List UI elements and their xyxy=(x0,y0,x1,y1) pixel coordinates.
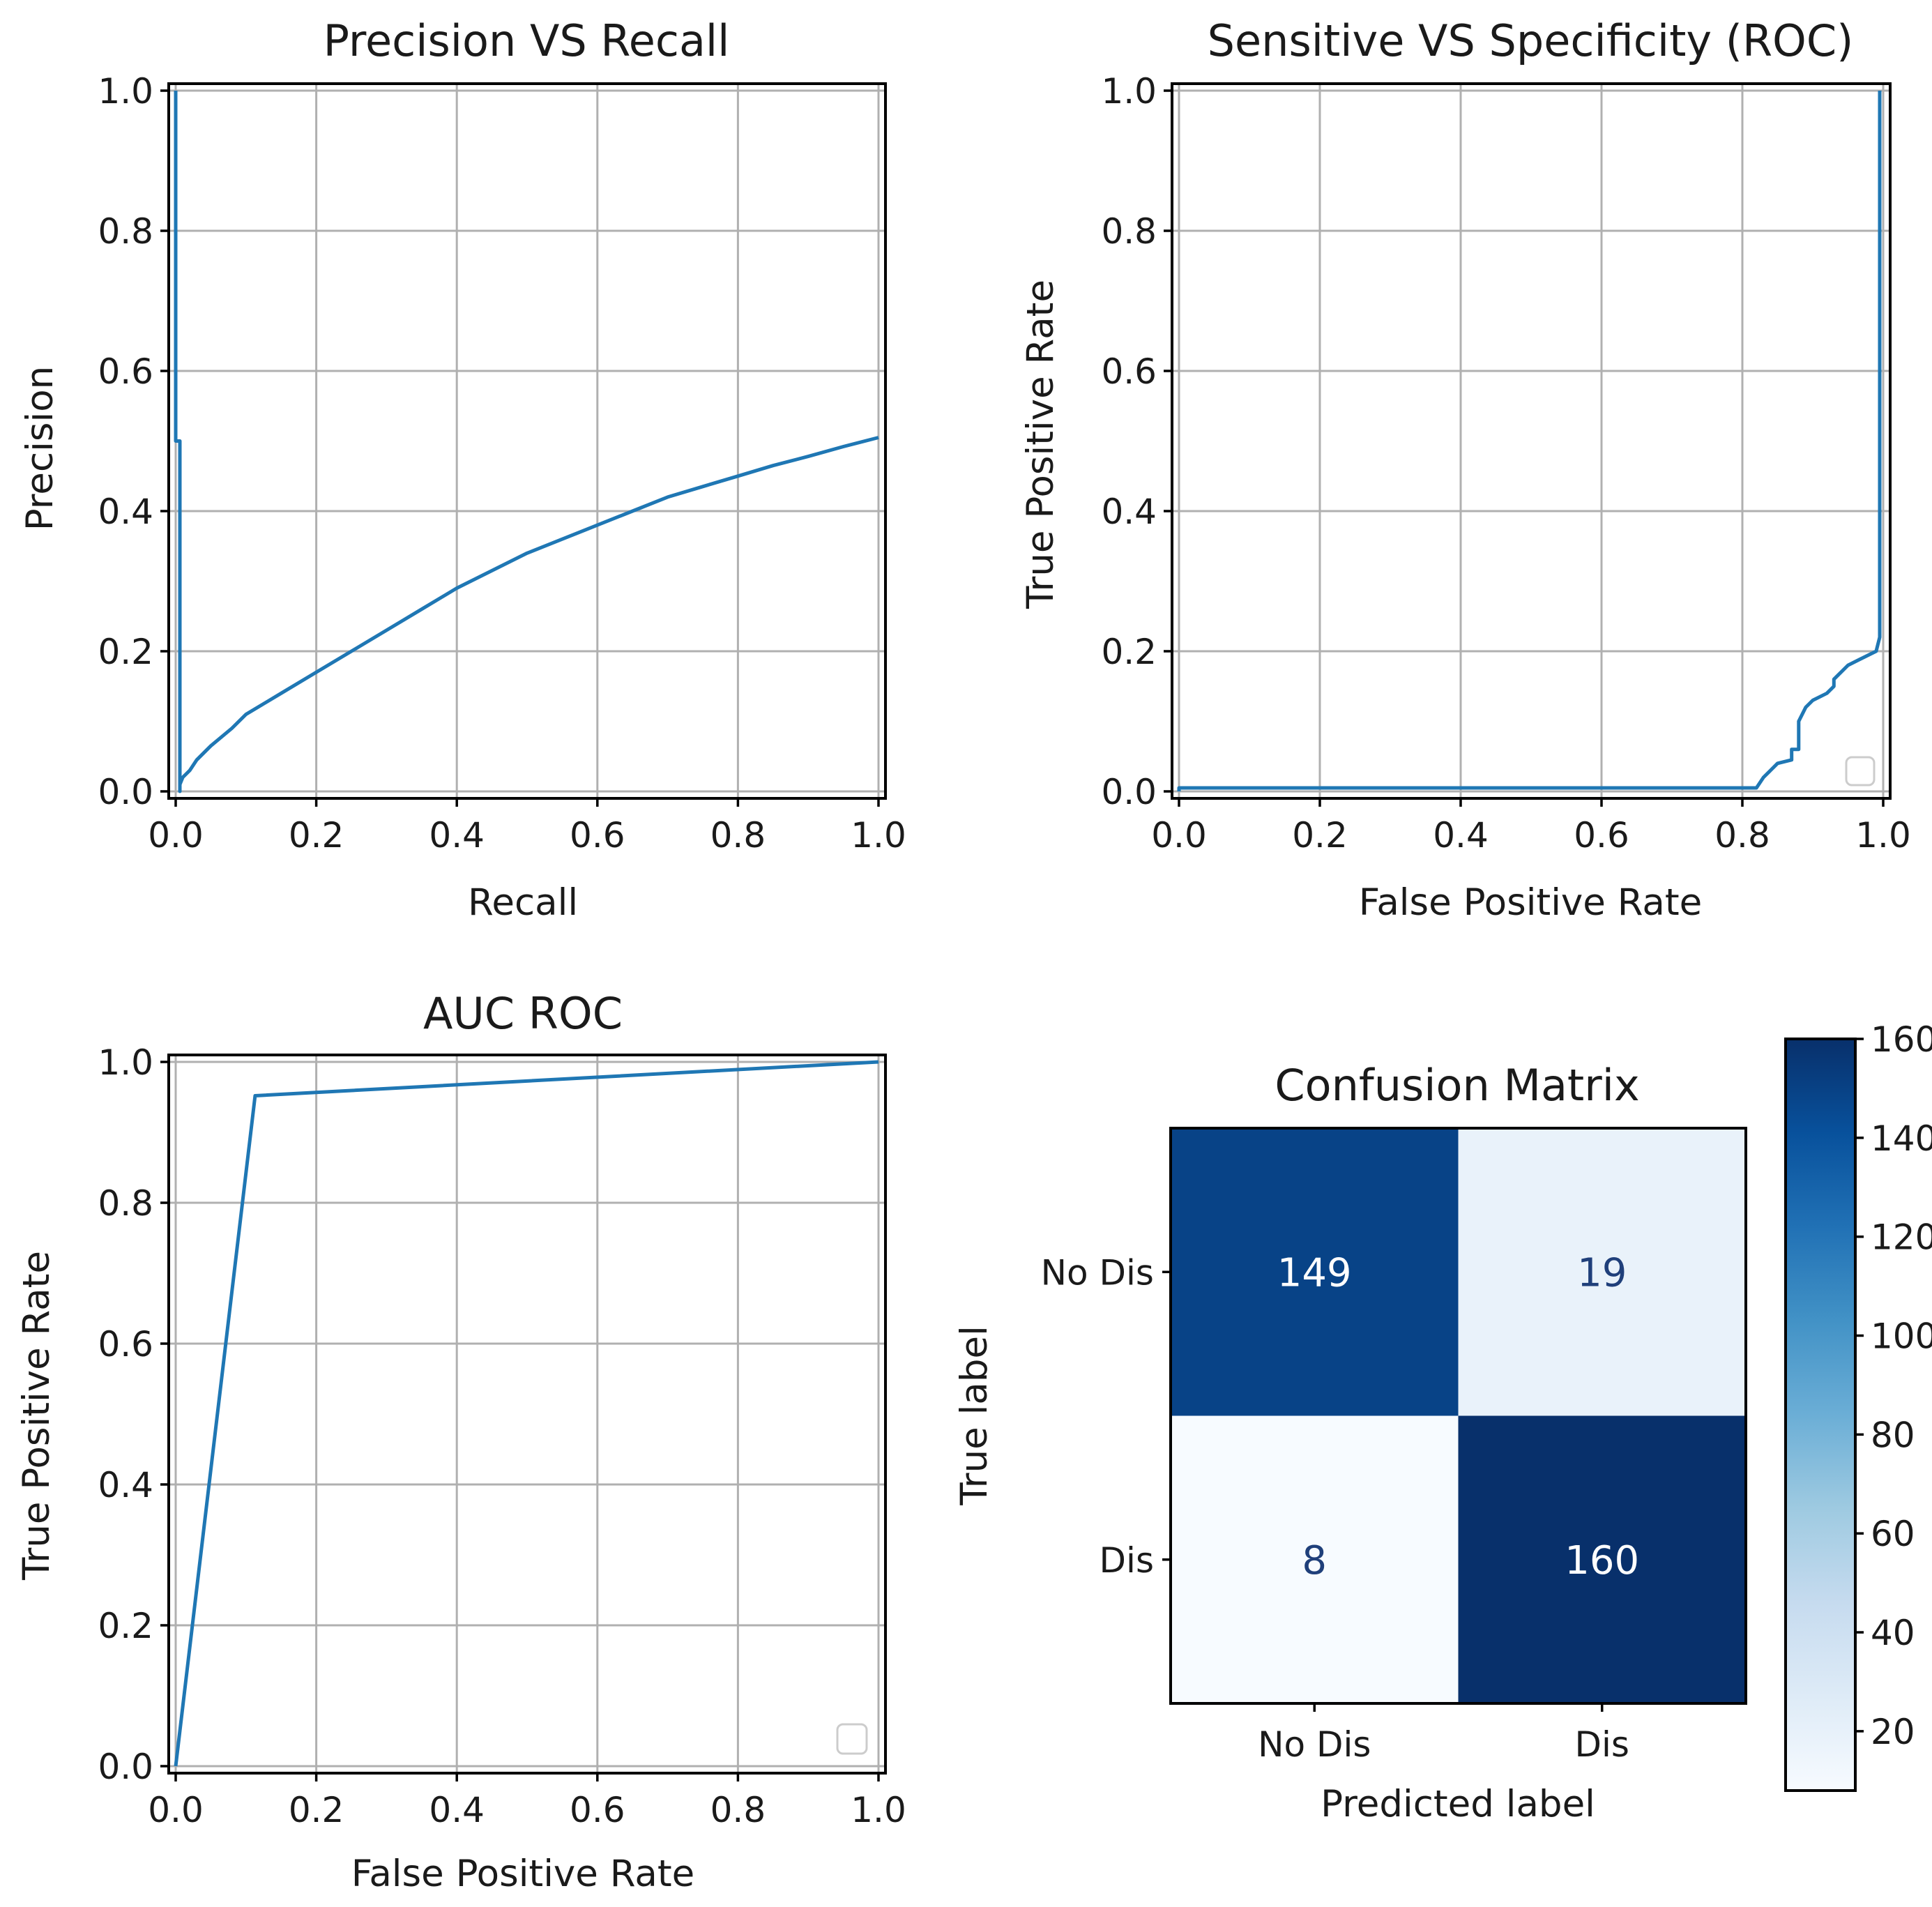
y-tick-label: 0.2 xyxy=(98,632,153,672)
x-tick-label: 0.0 xyxy=(148,1790,204,1830)
colorbar-tick-label: 120 xyxy=(1871,1217,1932,1258)
x-tick-label: 0.8 xyxy=(1714,815,1770,856)
empty-legend xyxy=(1845,756,1876,787)
colorbar-tick-label: 140 xyxy=(1871,1118,1932,1159)
y-tick-label: 1.0 xyxy=(1101,71,1157,112)
colorbar-tick-label: 20 xyxy=(1871,1712,1915,1752)
roc-panel: Sensitive VS Specificity (ROC) 0.0 0.2 0.4… xyxy=(1019,15,1911,924)
cell-value: 160 xyxy=(1565,1538,1639,1583)
colorbar-gradient xyxy=(1786,1039,1855,1791)
y-axis-label: True label xyxy=(953,1325,996,1506)
cell-value: 149 xyxy=(1277,1250,1352,1296)
y-tick-label: 0.2 xyxy=(98,1606,153,1646)
y-tick-label: 0.4 xyxy=(98,492,153,532)
x-axis-label: False Positive Rate xyxy=(351,1853,695,1895)
x-tick-label: 0.4 xyxy=(1433,815,1489,856)
y-tick-label: 0.8 xyxy=(98,1183,153,1224)
x-tick-label: No Dis xyxy=(1258,1724,1371,1765)
grid xyxy=(1172,84,1890,798)
chart-title: Precision VS Recall xyxy=(324,15,730,66)
x-axis-label: False Positive Rate xyxy=(1359,881,1703,924)
precision-recall-panel: Precision VS Recall 0.0 0.2 0.4 0.6 0.8 1.00.… xyxy=(19,15,906,924)
y-tick-label: 1.0 xyxy=(98,1042,153,1083)
y-tick-label: Dis xyxy=(1100,1540,1154,1581)
y-tick-label: 0.6 xyxy=(98,351,153,392)
colorbar-ticks: 20 40 60 80 100 120 140 160 xyxy=(1855,1019,1932,1752)
y-tick-label: 0.4 xyxy=(1101,492,1157,532)
colorbar-tick-label: 160 xyxy=(1871,1019,1932,1060)
x-tick-label: 0.0 xyxy=(1151,815,1207,856)
x-tick-label: 1.0 xyxy=(851,1790,906,1830)
x-tick-label: 0.4 xyxy=(429,1790,485,1830)
y-tick-label: 0.6 xyxy=(98,1324,153,1365)
matrix-cell xyxy=(1171,1128,1459,1416)
x-tick-label: 0.8 xyxy=(710,815,766,856)
x-tick-label: 1.0 xyxy=(1855,815,1911,856)
y-axis-label: True Positive Rate xyxy=(15,1251,58,1581)
matrix-ticks: No Dis Dis No Dis Dis xyxy=(1041,1252,1629,1765)
y-tick-label: 0.0 xyxy=(98,772,153,812)
y-tick-label: 0.0 xyxy=(98,1747,153,1787)
x-tick-label: Dis xyxy=(1575,1724,1629,1765)
y-tick-label: 0.8 xyxy=(98,211,153,252)
cell-value: 8 xyxy=(1302,1538,1327,1583)
chart-title: Sensitive VS Specificity (ROC) xyxy=(1208,15,1854,66)
y-tick-label: 0.6 xyxy=(1101,351,1157,392)
plot-area: 0.0 0.2 0.4 0.6 0.8 1.0 0.0 0.2 0.4 0.6 0.8 1.0 xyxy=(98,71,906,856)
chart-title: Confusion Matrix xyxy=(1275,1060,1639,1111)
matrix-cell xyxy=(1458,1128,1746,1416)
x-tick-label: 0.2 xyxy=(1292,815,1348,856)
y-axis-label: True Positive Rate xyxy=(1019,280,1062,609)
x-axis-label: Predicted label xyxy=(1321,1783,1595,1825)
axis-ticks: 0.0 0.2 0.4 0.6 0.8 1.0 0.0 0.2 0.4 0.6 0.8 1.0 xyxy=(98,71,906,856)
matrix-cell xyxy=(1171,1415,1459,1703)
auc-roc-curve xyxy=(174,1060,879,1767)
axes-frame xyxy=(167,82,887,800)
colorbar-tick-label: 60 xyxy=(1871,1514,1915,1554)
x-tick-label: 0.6 xyxy=(1574,815,1629,856)
colorbar-tick-label: 40 xyxy=(1871,1613,1915,1653)
y-tick-label: 0.0 xyxy=(1101,772,1157,812)
colorbar-tick-label: 100 xyxy=(1871,1316,1932,1357)
matrix-frame xyxy=(1169,1127,1747,1705)
x-tick-label: 0.6 xyxy=(570,1790,625,1830)
x-tick-label: 0.0 xyxy=(148,815,204,856)
axis-ticks: 0.0 0.2 0.4 0.6 0.8 1.0 0.0 0.2 0.4 0.6 0.8 1.0 xyxy=(98,1042,906,1830)
grid xyxy=(169,84,885,798)
y-axis-label: Precision xyxy=(19,366,61,531)
colorbar-tick-label: 80 xyxy=(1871,1415,1915,1455)
axes-frame xyxy=(167,1054,887,1775)
x-tick-label: 1.0 xyxy=(851,815,906,856)
y-tick-label: No Dis xyxy=(1041,1252,1154,1293)
axes-frame xyxy=(1171,82,1892,800)
chart-title: AUC ROC xyxy=(423,988,623,1039)
colorbar-frame xyxy=(1784,1038,1857,1792)
x-tick-label: 0.6 xyxy=(570,815,625,856)
y-tick-label: 0.4 xyxy=(98,1465,153,1505)
empty-legend xyxy=(836,1723,868,1755)
plot-area: 0.0 0.2 0.4 0.6 0.8 1.0 0.0 0.2 0.4 0.6 0.8 1.0 xyxy=(98,1042,906,1830)
roc-curve xyxy=(1177,91,1882,791)
x-axis-label: Recall xyxy=(468,881,578,924)
y-tick-label: 0.8 xyxy=(1101,211,1157,252)
axis-ticks: 0.0 0.2 0.4 0.6 0.8 1.0 0.0 0.2 0.4 0.6 0.8 1.0 xyxy=(1101,71,1910,856)
y-tick-label: 1.0 xyxy=(98,71,153,112)
matrix-cells: 149 19 8 160 xyxy=(1171,1128,1746,1703)
x-tick-label: 0.2 xyxy=(289,815,344,856)
y-tick-label: 0.2 xyxy=(1101,632,1157,672)
x-tick-label: 0.8 xyxy=(710,1790,766,1830)
x-tick-label: 0.2 xyxy=(289,1790,344,1830)
x-tick-label: 0.4 xyxy=(429,815,485,856)
grid xyxy=(169,1055,885,1773)
matrix-cell xyxy=(1458,1415,1746,1703)
precision-recall-curve xyxy=(174,91,879,793)
plot-area: 0.0 0.2 0.4 0.6 0.8 1.0 0.0 0.2 0.4 0.6 0.8 1.0 xyxy=(1101,71,1910,856)
cell-value: 19 xyxy=(1577,1250,1627,1296)
colorbar: 20 40 60 80 100 120 140 160 xyxy=(1784,1019,1932,1792)
auc-roc-panel: AUC ROC 0.0 0.2 0.4 0.6 0.8 1.00.00.20.40.60.… xyxy=(15,988,906,1895)
